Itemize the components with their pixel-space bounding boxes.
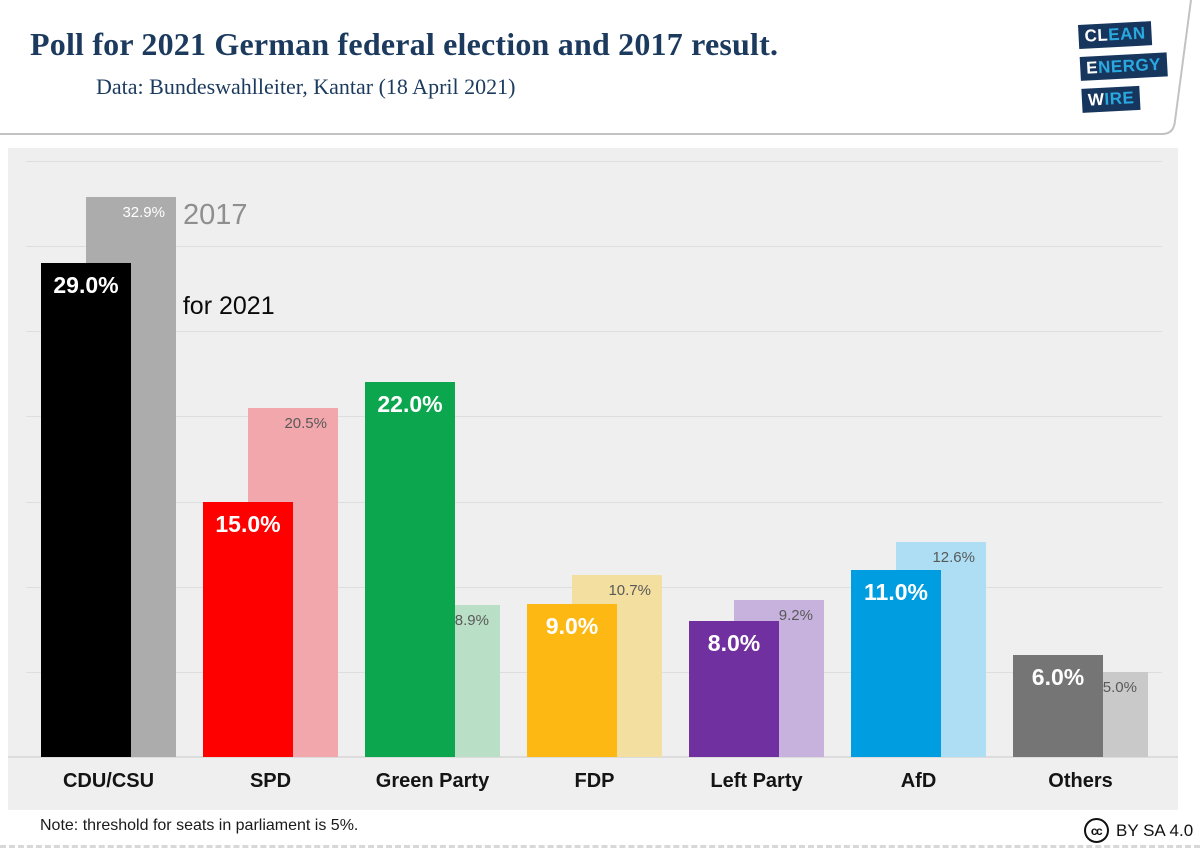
gridline-30pct: [26, 246, 1162, 248]
logo-row-0: CLEAN: [1078, 21, 1153, 49]
gridline-20pct: [26, 416, 1162, 418]
bar-2021-fdp: 9.0%: [527, 603, 617, 757]
logo-row-2: WIRE: [1081, 85, 1141, 113]
category-label-others: Others: [1048, 770, 1113, 792]
footnote: Note: threshold for seats in parliament …: [40, 817, 359, 834]
bar-group-fdp: 10.7% 9.0% FDP: [527, 148, 662, 810]
gridline-25pct: [26, 331, 1162, 333]
bar-group-afd: 12.6% 11.0% AfD: [851, 148, 986, 810]
x-axis-line: [8, 756, 1178, 758]
value-label-2017-others: 5.0%: [1102, 678, 1137, 696]
value-label-2021-spd: 15.0%: [215, 510, 281, 537]
category-label-spd: SPD: [249, 770, 292, 792]
category-label-cdu-csu: CDU/CSU: [62, 770, 155, 792]
category-label-afd: AfD: [900, 770, 937, 792]
logo-row-1: ENERGY: [1079, 52, 1168, 81]
header: Poll for 2021 German federal election an…: [0, 0, 1200, 148]
value-label-2021-green-party: 22.0%: [377, 391, 443, 418]
value-label-2021-left-party: 8.0%: [707, 629, 761, 656]
value-label-2017-spd: 20.5%: [284, 414, 327, 432]
value-label-2017-green-party: 8.9%: [454, 612, 489, 630]
bar-2021-cdu-csu: 29.0%: [41, 263, 131, 757]
category-label-left-party: Left Party: [710, 770, 803, 792]
category-label-fdp: FDP: [574, 770, 615, 792]
bar-2021-afd: 11.0%: [851, 569, 941, 757]
value-label-2017-fdp: 10.7%: [608, 581, 651, 599]
creative-commons-icon: cc: [1084, 818, 1109, 843]
bar-group-others: 5.0% 6.0% Others: [1013, 148, 1148, 810]
bar-2021-others: 6.0%: [1013, 654, 1103, 757]
license-badge: cc BY SA 4.0: [1084, 818, 1193, 843]
gridline-35pct: [26, 160, 1162, 162]
clean-energy-wire-logo: CLEAN ENERGY WIRE: [1078, 20, 1170, 120]
bar-group-spd: 20.5% 15.0% SPD: [203, 148, 338, 810]
value-label-2021-fdp: 9.0%: [545, 612, 599, 639]
value-label-2017-left-party: 9.2%: [778, 607, 813, 625]
value-label-2017-cdu-csu: 32.9%: [122, 203, 165, 221]
bar-group-cdu-csu: 32.9% 29.0% CDU/CSU: [41, 148, 176, 810]
value-label-2017-afd: 12.6%: [932, 549, 975, 567]
bar-2021-green-party: 22.0%: [365, 382, 455, 757]
category-label-green-party: Green Party: [375, 770, 490, 792]
value-label-2021-afd: 11.0%: [864, 578, 928, 605]
gridline-15pct: [26, 501, 1162, 503]
series-annotation-2017: 2017: [183, 199, 248, 231]
chart-source: Data: Bundeswahlleiter, Kantar (18 April…: [96, 74, 516, 99]
value-label-2021-others: 6.0%: [1031, 663, 1085, 690]
bar-group-green-party: 8.9% 22.0% Green Party: [365, 148, 500, 810]
bar-group-left-party: 9.2% 8.0% Left Party: [689, 148, 824, 810]
license-text: BY SA 4.0: [1116, 820, 1194, 840]
chart-plot: 2017 poll for 2021 32.9% 29.0% CDU/CSU 20.5…: [8, 148, 1178, 810]
value-label-2021-cdu-csu: 29.0%: [53, 272, 119, 299]
bar-2021-spd: 15.0%: [203, 501, 293, 757]
bar-2021-left-party: 8.0%: [689, 620, 779, 757]
chart-title: Poll for 2021 German federal election an…: [30, 26, 779, 62]
